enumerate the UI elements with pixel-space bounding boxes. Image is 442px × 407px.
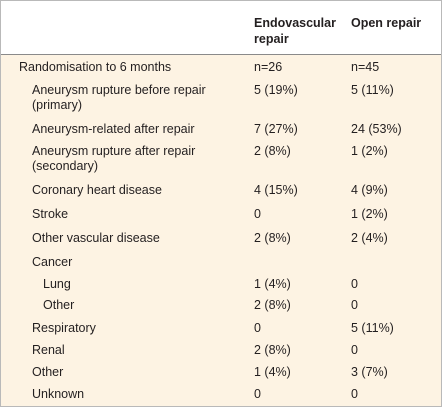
open-value: 5 (11%) — [351, 83, 394, 97]
column-header-endovascular: Endovascular repair — [254, 16, 336, 46]
open-value: 5 (11%) — [351, 321, 394, 335]
row-label: Respiratory — [32, 321, 96, 335]
endovascular-value: 0 — [254, 387, 261, 401]
row-label: Cancer — [32, 255, 73, 269]
open-value: 4 (9%) — [351, 183, 388, 197]
row-label: Other — [43, 298, 75, 312]
open-value: 1 (2%) — [351, 207, 388, 221]
table-body — [1, 55, 441, 406]
open-value: 0 — [351, 277, 358, 291]
open-value: 24 (53%) — [351, 122, 402, 136]
open-value: n=45 — [351, 60, 380, 74]
row-label: Stroke — [32, 207, 69, 221]
endovascular-value: 1 (4%) — [254, 365, 291, 379]
endovascular-value: 4 (15%) — [254, 183, 298, 197]
open-value: 1 (2%) — [351, 144, 388, 158]
endovascular-value: 2 (8%) — [254, 298, 291, 312]
endovascular-value: 1 (4%) — [254, 277, 291, 291]
open-value: 0 — [351, 387, 358, 401]
row-label: Other vascular disease — [32, 231, 160, 245]
endovascular-value: 2 (8%) — [254, 343, 291, 357]
open-value: 3 (7%) — [351, 365, 388, 379]
endovascular-value: 0 — [254, 207, 261, 221]
endovascular-value: 0 — [254, 321, 261, 335]
table-header: Endovascular repair Open repair — [1, 1, 441, 54]
open-value: 0 — [351, 343, 358, 357]
row-label: Unknown — [32, 387, 85, 401]
row-label: Aneurysm rupture after repair (secondary… — [32, 144, 196, 173]
endovascular-value: 2 (8%) — [254, 231, 291, 245]
endovascular-value: 2 (8%) — [254, 144, 291, 158]
row-label: Coronary heart disease — [32, 183, 162, 197]
open-value: 0 — [351, 298, 358, 312]
row-label: Other — [32, 365, 64, 379]
row-label: Aneurysm rupture before repair (primary) — [32, 83, 206, 112]
endovascular-value: n=26 — [254, 60, 283, 74]
row-label: Renal — [32, 343, 65, 357]
endovascular-value: 5 (19%) — [254, 83, 298, 97]
column-header-open: Open repair — [351, 16, 422, 30]
row-label: Lung — [43, 277, 71, 291]
row-label: Aneurysm-related after repair — [32, 122, 195, 136]
open-value: 2 (4%) — [351, 231, 388, 245]
endovascular-value: 7 (27%) — [254, 122, 298, 136]
row-label: Randomisation to 6 months — [19, 60, 172, 74]
header-divider — [1, 54, 441, 55]
